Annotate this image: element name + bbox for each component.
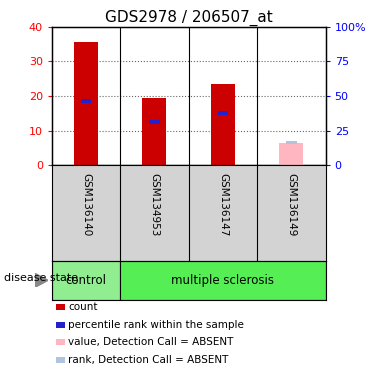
Bar [142, 98, 167, 165]
Text: rank, Detection Call = ABSENT: rank, Detection Call = ABSENT [68, 355, 229, 365]
Polygon shape [35, 273, 48, 287]
Text: control: control [65, 274, 107, 287]
Bar [279, 143, 303, 165]
Text: GSM136147: GSM136147 [218, 173, 228, 236]
Bar [74, 43, 98, 165]
Text: value, Detection Call = ABSENT: value, Detection Call = ABSENT [68, 338, 234, 348]
Bar [211, 84, 235, 165]
Text: disease state: disease state [4, 273, 78, 283]
Bar [218, 111, 228, 115]
Text: GSM134953: GSM134953 [149, 173, 159, 236]
Text: GSM136149: GSM136149 [286, 173, 296, 236]
Bar [81, 99, 91, 103]
Text: GSM136140: GSM136140 [81, 173, 91, 236]
Title: GDS2978 / 206507_at: GDS2978 / 206507_at [105, 9, 273, 25]
Bar [286, 141, 297, 144]
Bar [120, 261, 326, 300]
Bar [52, 261, 120, 300]
Bar [149, 120, 160, 124]
Text: percentile rank within the sample: percentile rank within the sample [68, 320, 244, 330]
Text: count: count [68, 302, 98, 312]
Text: multiple sclerosis: multiple sclerosis [171, 274, 275, 287]
